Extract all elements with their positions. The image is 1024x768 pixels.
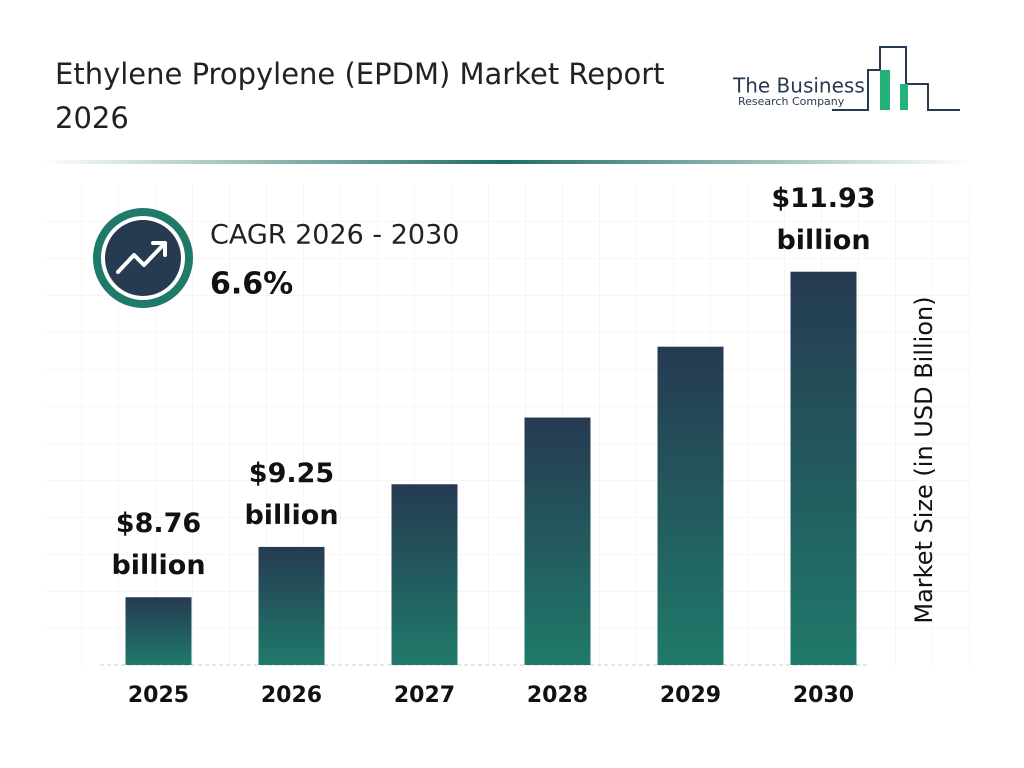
- cagr-value: 6.6%: [210, 267, 293, 302]
- cagr-label: CAGR 2026 - 2030: [210, 220, 459, 251]
- title: Ethylene Propylene (EPDM) Market Report …: [55, 57, 665, 135]
- x-tick-label: 2029: [660, 683, 721, 708]
- value-label: $11.93 billion: [771, 182, 876, 256]
- x-tick-label: 2030: [793, 683, 854, 708]
- logo-text: The Business: [732, 74, 865, 98]
- value-label: $9.25 billion: [244, 457, 339, 531]
- bar: [258, 546, 325, 665]
- cagr-icon: [105, 220, 181, 296]
- bar: [657, 346, 724, 665]
- value-label: $8.76 billion: [111, 508, 206, 582]
- y-axis-label: Market Size (in USD Billion): [910, 296, 938, 623]
- bar: [391, 484, 458, 665]
- x-tick-label: 2025: [128, 683, 189, 708]
- bar: [125, 597, 192, 665]
- x-tick-label: 2027: [394, 683, 455, 708]
- divider: [40, 160, 970, 164]
- x-tick-label: 2028: [527, 683, 588, 708]
- bar: [524, 417, 591, 665]
- x-tick-label: 2026: [261, 683, 322, 708]
- logo: The Business Research Company: [732, 46, 960, 111]
- bar: [790, 271, 857, 665]
- logo-subtext: Research Company: [738, 95, 845, 108]
